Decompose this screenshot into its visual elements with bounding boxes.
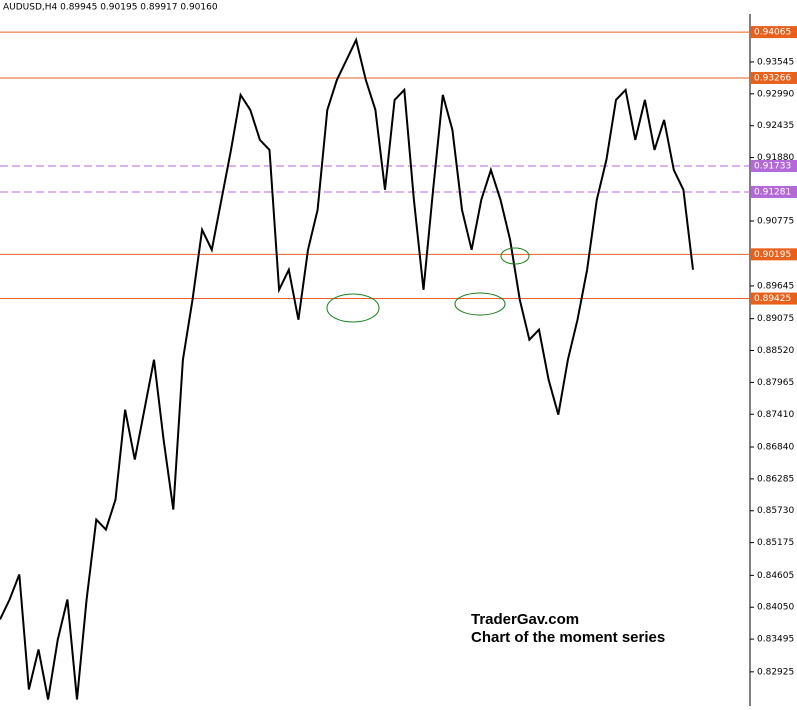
y-tick-label: 0.86840 [757,443,794,453]
y-tick-label: 0.88520 [757,346,794,356]
y-tick-label: 0.89645 [757,281,794,291]
level-label-box [751,71,797,84]
chart-title: AUDUSD,H4 0.89945 0.90195 0.89917 0.9016… [3,3,218,13]
y-tick-label: 0.93545 [757,57,794,67]
levels: 0.94065 0.93266 0.91733 0.91281 0.90195 0.894… [0,26,797,305]
level-label: 0.91281 [754,187,791,197]
highlight-ellipse [500,247,530,265]
level-label: 0.89425 [754,294,791,304]
y-tick-label: 0.84605 [757,571,794,581]
y-tick-label: 0.87410 [757,410,794,420]
level-label-box [751,185,797,198]
highlight-ellipse [326,293,380,323]
y-tick-label: 0.87965 [757,378,794,388]
y-tick-label: 0.86285 [757,474,794,484]
level-label-box [751,160,797,173]
level-label: 0.90195 [754,250,791,260]
level-label-box [751,248,797,261]
y-tick-label: 0.83495 [757,635,794,645]
y-tick-label: 0.92990 [757,89,794,99]
level-label: 0.94065 [754,28,791,38]
price-line [0,37,694,700]
annotation: TraderGav.com [471,611,579,628]
y-tick-label: 0.91880 [757,153,794,163]
level-label: 0.91733 [754,162,791,172]
y-tick-label: 0.84050 [757,603,794,613]
y-tick-label: 0.82925 [757,667,794,677]
level-label-box [751,292,797,305]
level-label: 0.93266 [754,73,791,83]
y-tick-label: 0.85175 [757,538,794,548]
y-tick-label: 0.89075 [757,314,794,324]
plot [0,37,694,700]
highlight-ellipse [454,292,506,316]
level-label-box [751,26,797,39]
y-tick-label: 0.90775 [757,217,794,227]
y-tick-label: 0.92435 [757,121,794,131]
annotation: Chart of the moment series [471,629,665,646]
y-tick-label: 0.85730 [757,506,794,516]
